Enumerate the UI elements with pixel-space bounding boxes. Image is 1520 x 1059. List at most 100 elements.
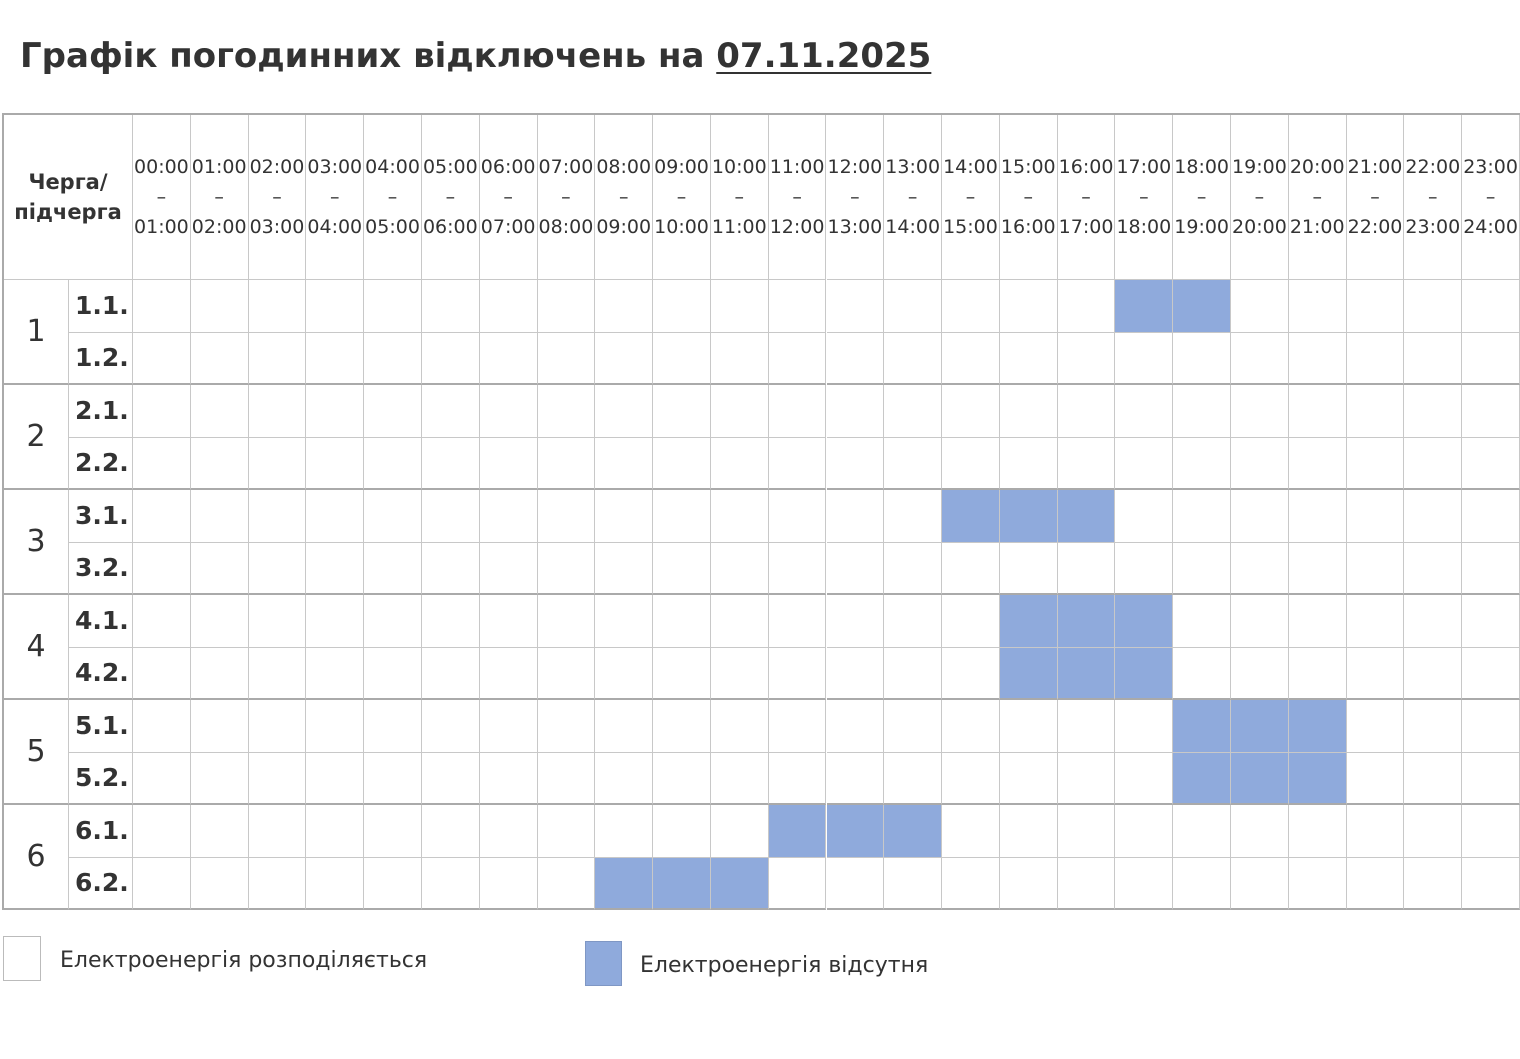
- hour-cell: [1288, 280, 1347, 333]
- legend-off-swatch: [585, 941, 622, 986]
- outage-cell: [1115, 595, 1174, 648]
- hour-cell: [1057, 752, 1116, 805]
- hour-cell: [306, 490, 365, 543]
- hour-cell: [190, 332, 249, 385]
- hour-cell: [421, 857, 480, 910]
- hour-cell: [537, 437, 596, 490]
- hour-cell: [479, 332, 538, 385]
- hour-cell: [1057, 857, 1116, 910]
- outage-cell: [1288, 752, 1347, 805]
- subrow-label: 3.1.: [69, 490, 133, 543]
- hour-cell: [537, 595, 596, 648]
- hour-cell: [768, 332, 827, 385]
- legend-on-text: Електроенергія розподіляється: [60, 948, 428, 973]
- hour-cell: [190, 595, 249, 648]
- title-text: Графік погодинних відключень на: [20, 36, 717, 76]
- hour-cell: [999, 700, 1058, 753]
- hour-cell: [1288, 805, 1347, 858]
- outage-cell: [1057, 490, 1116, 543]
- outage-cell: [1057, 647, 1116, 700]
- hour-cell: [1346, 647, 1405, 700]
- hour-cell: [942, 805, 1000, 858]
- hour-cell: [479, 280, 538, 333]
- hour-cell: [595, 542, 654, 595]
- hour-cell: [1231, 490, 1289, 543]
- hour-cell: [248, 595, 307, 648]
- hour-header: 07:00 – 08:00: [537, 115, 596, 280]
- outage-cell: [1173, 752, 1232, 805]
- hour-cell: [1462, 805, 1520, 858]
- hour-cell: [1115, 490, 1174, 543]
- hour-cell: [1231, 385, 1289, 438]
- hour-cell: [884, 857, 943, 910]
- hour-header: 10:00 – 11:00: [710, 115, 769, 280]
- hour-cell: [942, 647, 1000, 700]
- hour-cell: [1231, 280, 1289, 333]
- hour-header: 13:00 – 14:00: [884, 115, 943, 280]
- hour-cell: [826, 542, 885, 595]
- hour-cell: [1231, 595, 1289, 648]
- group-label: 5: [4, 700, 69, 805]
- hour-cell: [248, 490, 307, 543]
- hour-cell: [479, 437, 538, 490]
- hour-cell: [942, 437, 1000, 490]
- outage-cell: [826, 805, 885, 858]
- hour-cell: [1231, 857, 1289, 910]
- hour-cell: [1173, 647, 1232, 700]
- hour-cell: [1173, 490, 1232, 543]
- outage-cell: [768, 805, 827, 858]
- corner-header: Черга/ підчерга: [4, 115, 133, 280]
- hour-cell: [479, 805, 538, 858]
- hour-cell: [768, 490, 827, 543]
- hour-cell: [537, 490, 596, 543]
- hour-cell: [306, 542, 365, 595]
- hour-header: 22:00 – 23:00: [1404, 115, 1463, 280]
- hour-cell: [768, 437, 827, 490]
- hour-cell: [133, 857, 191, 910]
- hour-cell: [826, 595, 885, 648]
- hour-cell: [306, 332, 365, 385]
- hour-cell: [826, 752, 885, 805]
- hour-cell: [710, 700, 769, 753]
- hour-cell: [999, 857, 1058, 910]
- hour-cell: [190, 280, 249, 333]
- hour-cell: [364, 385, 422, 438]
- hour-cell: [133, 700, 191, 753]
- hour-cell: [364, 280, 422, 333]
- hour-cell: [1057, 385, 1116, 438]
- outage-cell: [1057, 595, 1116, 648]
- subrow-label: 5.1.: [69, 700, 133, 753]
- hour-cell: [1404, 542, 1463, 595]
- hour-cell: [306, 752, 365, 805]
- hour-cell: [421, 332, 480, 385]
- hour-cell: [826, 700, 885, 753]
- hour-cell: [999, 385, 1058, 438]
- hour-cell: [421, 437, 480, 490]
- outage-cell: [1231, 752, 1289, 805]
- hour-cell: [1462, 700, 1520, 753]
- hour-cell: [1115, 385, 1174, 438]
- hour-header: 11:00 – 12:00: [768, 115, 827, 280]
- hour-cell: [1462, 647, 1520, 700]
- hour-cell: [1404, 280, 1463, 333]
- hour-cell: [884, 332, 943, 385]
- hour-cell: [537, 805, 596, 858]
- hour-cell: [826, 385, 885, 438]
- hour-cell: [710, 542, 769, 595]
- hour-cell: [1231, 332, 1289, 385]
- hour-header: 20:00 – 21:00: [1288, 115, 1347, 280]
- hour-cell: [1173, 437, 1232, 490]
- hour-cell: [595, 437, 654, 490]
- hour-cell: [1346, 752, 1405, 805]
- hour-cell: [1462, 857, 1520, 910]
- hour-cell: [826, 437, 885, 490]
- title-date: 07.11.2025: [716, 36, 932, 76]
- hour-cell: [479, 542, 538, 595]
- hour-cell: [479, 490, 538, 543]
- hour-cell: [479, 385, 538, 438]
- hour-header: 18:00 – 19:00: [1173, 115, 1232, 280]
- hour-cell: [248, 385, 307, 438]
- group-label: 1: [4, 280, 69, 385]
- legend-off-text: Електроенергія відсутня: [640, 953, 929, 978]
- hour-cell: [653, 280, 711, 333]
